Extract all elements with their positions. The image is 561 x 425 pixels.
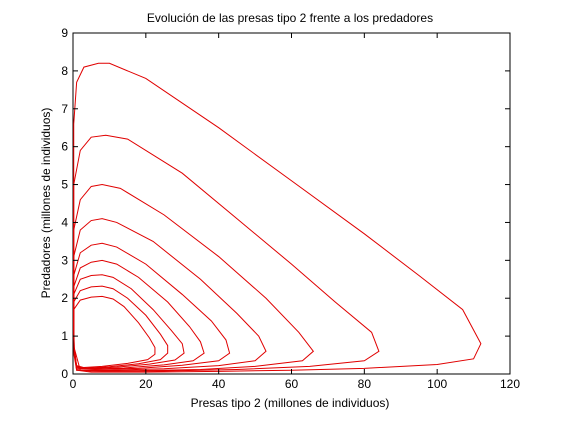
y-tick-label: 3 (61, 253, 68, 267)
trajectory-9 (73, 295, 156, 369)
y-tick-label: 0 (61, 367, 68, 381)
y-tick-label: 5 (61, 178, 68, 192)
chart-title: Evolución de las presas tipo 2 frente a … (147, 11, 433, 25)
y-axis-label: Predadores (millones de individuos) (39, 108, 53, 299)
x-tick-label: 120 (500, 377, 520, 391)
y-tick-label: 8 (61, 64, 68, 78)
y-tick-label: 1 (61, 329, 68, 343)
y-tick-label: 6 (61, 140, 68, 154)
x-tick-label: 0 (70, 377, 77, 391)
y-tick-label: 2 (61, 291, 68, 305)
x-axis-label: Presas tipo 2 (millones de individuos) (191, 396, 390, 410)
x-tick-label: 20 (139, 377, 153, 391)
curves-group (73, 62, 482, 373)
x-tick-label: 80 (358, 377, 372, 391)
trajectory-3 (73, 184, 315, 372)
x-tick-label: 100 (427, 377, 447, 391)
x-tick-label: 40 (212, 377, 226, 391)
x-tick-label: 60 (285, 377, 299, 391)
y-tick-label: 7 (61, 102, 68, 116)
y-tick-label: 9 (61, 26, 68, 40)
y-tick-label: 4 (61, 215, 68, 229)
ticks-group: 0 20 40 60 80 100 120 0 1 2 3 4 5 6 7 8 9 (61, 26, 520, 391)
